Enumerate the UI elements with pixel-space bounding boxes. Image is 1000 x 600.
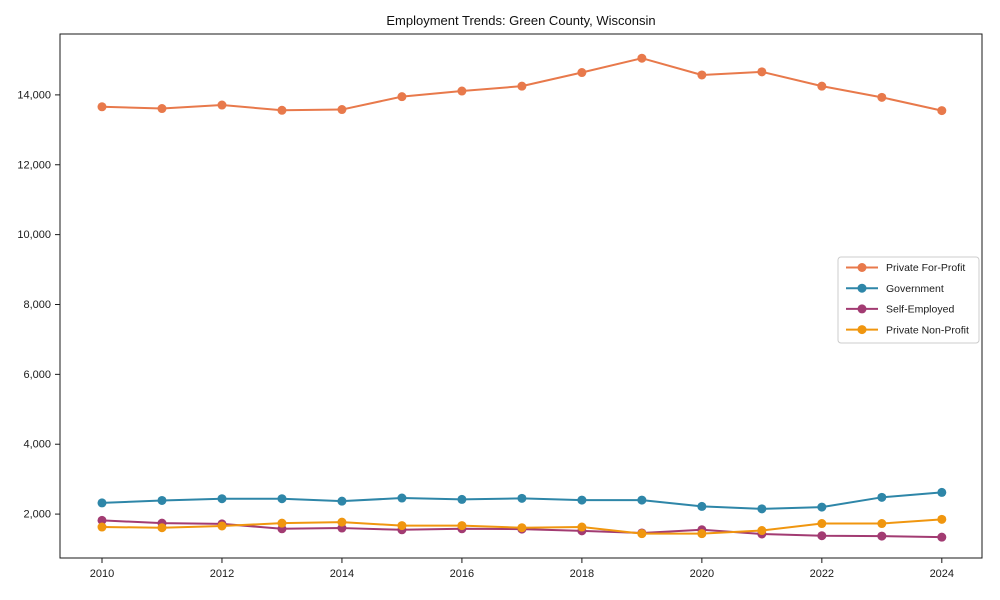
y-tick-label: 14,000 <box>17 89 51 101</box>
y-tick-label: 6,000 <box>23 369 51 381</box>
legend-item: Self-Employed <box>846 304 954 316</box>
data-point-marker <box>757 67 767 77</box>
data-point-marker <box>397 521 407 531</box>
legend-label: Government <box>886 283 944 295</box>
legend-item: Private Non-Profit <box>846 324 969 336</box>
data-point-marker <box>97 498 107 508</box>
data-point-marker <box>637 529 647 539</box>
data-point-marker <box>877 92 887 102</box>
data-point-marker <box>817 502 827 512</box>
y-tick-label: 12,000 <box>17 159 51 171</box>
data-point-marker <box>577 495 587 505</box>
data-point-marker <box>517 523 527 533</box>
plot-frame <box>59 33 983 559</box>
x-tick-label: 2022 <box>810 568 834 580</box>
x-axis: 2010 2012 2014 2016 2018 2020 2022 2024 <box>90 558 954 580</box>
data-point-marker <box>397 493 407 503</box>
y-tick-label: 10,000 <box>17 229 51 241</box>
data-point-marker <box>157 495 167 505</box>
data-point-marker <box>817 531 827 541</box>
data-point-marker <box>697 501 707 511</box>
legend-item: Private For-Profit <box>846 262 965 274</box>
data-point-marker <box>157 523 167 533</box>
data-point-marker <box>817 81 827 91</box>
x-tick-label: 2024 <box>930 568 954 580</box>
data-point-marker <box>457 86 467 96</box>
y-tick-label: 2,000 <box>23 509 51 521</box>
legend: Private For-Profit Government Self-Employe… <box>837 256 980 344</box>
data-point-marker <box>637 53 647 63</box>
data-point-marker <box>217 521 227 531</box>
data-point-marker <box>877 492 887 502</box>
data-point-marker <box>577 522 587 532</box>
data-point-marker <box>757 526 767 536</box>
data-point-marker <box>277 518 287 528</box>
chart-title: Employment Trends: Green County, Wiscons… <box>386 13 656 28</box>
data-point-marker <box>877 519 887 529</box>
data-point-marker <box>457 521 467 531</box>
legend-item: Government <box>846 283 944 295</box>
x-tick-label: 2020 <box>690 568 714 580</box>
series-private-for-profit <box>97 53 947 116</box>
x-tick-label: 2018 <box>570 568 594 580</box>
data-point-marker <box>217 494 227 504</box>
data-point-marker <box>337 105 347 115</box>
legend-label: Self-Employed <box>886 304 954 316</box>
x-tick-label: 2016 <box>450 568 474 580</box>
legend-box <box>837 256 980 344</box>
x-tick-label: 2012 <box>210 568 234 580</box>
legend-label: Private For-Profit <box>886 262 965 274</box>
legend-marker-icon <box>857 283 867 293</box>
legend-marker-icon <box>857 325 867 335</box>
legend-marker-icon <box>857 263 867 272</box>
data-point-marker <box>637 495 647 505</box>
data-point-marker <box>937 532 947 542</box>
data-point-marker <box>817 519 827 529</box>
data-point-marker <box>277 494 287 504</box>
data-point-marker <box>577 68 587 78</box>
legend-marker-icon <box>857 304 867 314</box>
y-axis: 2,000 4,000 6,000 8,000 10,000 12,000 14,000 <box>17 89 60 521</box>
data-point-marker <box>277 105 287 115</box>
data-point-marker <box>937 514 947 524</box>
data-point-marker <box>457 494 467 504</box>
data-point-marker <box>757 504 767 514</box>
data-point-marker <box>217 100 227 110</box>
data-point-marker <box>517 81 527 91</box>
data-point-marker <box>937 487 947 497</box>
legend-label: Private Non-Profit <box>886 324 969 336</box>
data-point-marker <box>337 496 347 506</box>
x-tick-label: 2014 <box>330 568 354 580</box>
data-point-marker <box>97 515 107 525</box>
data-point-marker <box>517 493 527 503</box>
y-tick-label: 4,000 <box>23 439 51 451</box>
data-point-marker <box>337 517 347 527</box>
data-point-marker <box>877 531 887 541</box>
data-point-marker <box>97 522 107 532</box>
y-tick-label: 8,000 <box>23 299 51 311</box>
data-point-marker <box>697 70 707 80</box>
x-tick-label: 2010 <box>90 568 114 580</box>
series-government <box>97 487 947 514</box>
data-point-marker <box>697 529 707 539</box>
data-point-marker <box>97 102 107 112</box>
data-point-marker <box>397 92 407 102</box>
series-private-non-profit <box>97 514 947 539</box>
data-point-marker <box>937 106 947 116</box>
data-point-marker <box>157 104 167 114</box>
